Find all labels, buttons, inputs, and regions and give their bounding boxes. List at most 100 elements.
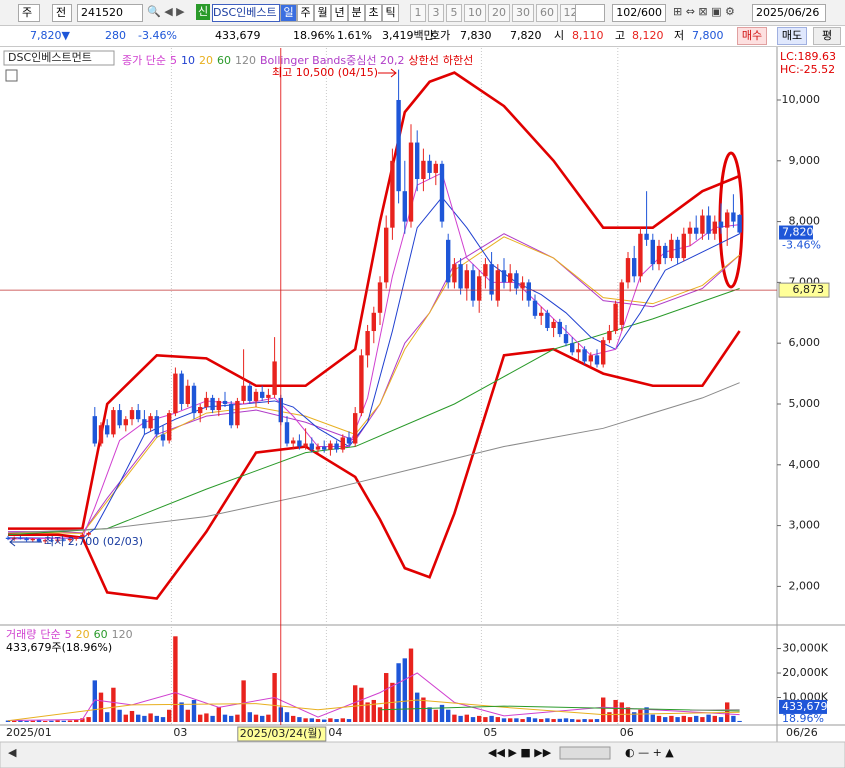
ask-label: 호가 bbox=[430, 29, 451, 42]
candle-body bbox=[353, 413, 358, 444]
search-icons[interactable]: 🔍 ◀ ▶ bbox=[147, 5, 185, 18]
volume-bar bbox=[49, 720, 54, 722]
volume-bar bbox=[284, 712, 290, 722]
candle-body bbox=[582, 349, 587, 362]
period[interactable]: 주 bbox=[297, 4, 314, 22]
candle-body bbox=[700, 215, 705, 234]
volume-bar bbox=[446, 709, 451, 722]
avg-button[interactable]: 평 bbox=[813, 27, 841, 45]
candle-body bbox=[359, 355, 364, 414]
volume-bar bbox=[439, 704, 445, 722]
candle-body bbox=[309, 443, 314, 450]
legend-item: 20 bbox=[198, 54, 213, 67]
period[interactable]: 년 bbox=[331, 4, 348, 22]
scroll-left[interactable]: ◀ bbox=[8, 746, 17, 759]
interval[interactable]: 60 bbox=[536, 4, 558, 22]
candle-body bbox=[408, 142, 414, 222]
candle-body bbox=[18, 537, 23, 539]
volume-bar bbox=[55, 720, 60, 722]
scrollbar[interactable] bbox=[0, 741, 845, 768]
slider[interactable] bbox=[559, 746, 611, 760]
turnover: 18.96% bbox=[293, 29, 335, 42]
last-price: 7,820 bbox=[782, 226, 814, 239]
volume-bar bbox=[117, 709, 122, 722]
volume-bar bbox=[309, 718, 314, 722]
volume-bar bbox=[687, 717, 693, 722]
grid-icon[interactable] bbox=[5, 69, 18, 82]
candle-body bbox=[594, 355, 600, 365]
volume-bar bbox=[576, 719, 581, 722]
y-tick-label: 9,000 bbox=[789, 154, 821, 167]
market[interactable]: 주 bbox=[18, 4, 40, 22]
volume-bar bbox=[185, 709, 190, 722]
volume-bar bbox=[247, 712, 252, 722]
legend-title: 거래량 bbox=[6, 628, 37, 641]
volume-bar bbox=[272, 673, 277, 722]
volume-bar bbox=[173, 636, 178, 722]
volume-bar bbox=[390, 682, 395, 722]
candle-body bbox=[24, 538, 29, 541]
sell-button[interactable]: 매도 bbox=[777, 27, 807, 45]
candle-body bbox=[650, 239, 655, 265]
title-box bbox=[3, 50, 115, 66]
line bbox=[8, 233, 740, 534]
interval[interactable]: 3 bbox=[428, 4, 444, 22]
volume-bar bbox=[718, 717, 724, 722]
high-label: 고 bbox=[615, 29, 626, 42]
date[interactable]: 2025/06/26 bbox=[752, 4, 826, 22]
candle-body bbox=[284, 422, 290, 444]
crosshair-date: 2025/03/24(월) bbox=[240, 727, 322, 740]
period[interactable]: 틱 bbox=[382, 4, 399, 22]
volume-bar bbox=[328, 718, 333, 722]
code[interactable]: 241520 bbox=[77, 4, 143, 22]
crosshair-price: 6,873 bbox=[793, 283, 825, 296]
candle-body bbox=[129, 410, 135, 420]
candle-body bbox=[216, 400, 221, 411]
candle-body bbox=[43, 540, 48, 542]
candle-body bbox=[384, 227, 389, 283]
volume-bar bbox=[551, 719, 556, 722]
blank-select[interactable] bbox=[575, 4, 605, 22]
interval[interactable]: 30 bbox=[512, 4, 534, 22]
x-end-label: 06/26 bbox=[786, 726, 818, 739]
zoom-buttons[interactable]: ◐ — + ▲ bbox=[625, 746, 674, 759]
lc: LC:189.63 bbox=[780, 50, 836, 63]
volume-bar bbox=[191, 699, 197, 722]
interval[interactable]: 20 bbox=[488, 4, 510, 22]
legend-item: 상한선 bbox=[408, 54, 439, 67]
buy-button[interactable]: 매수 bbox=[737, 27, 767, 45]
candle-body bbox=[421, 160, 426, 180]
volume-bar bbox=[681, 715, 686, 722]
volume-bar bbox=[644, 707, 649, 722]
volume-bar bbox=[129, 710, 135, 722]
candle-body bbox=[377, 282, 383, 313]
prev[interactable]: 전 bbox=[52, 4, 72, 22]
volume-bar bbox=[5, 720, 11, 722]
interval[interactable]: 1 bbox=[410, 4, 426, 22]
candle-body bbox=[222, 400, 228, 404]
y-tick-label: 4,000 bbox=[789, 458, 821, 471]
candle-body bbox=[731, 212, 736, 222]
volume-bar bbox=[291, 715, 296, 722]
interval[interactable]: 10 bbox=[464, 4, 486, 22]
volume-bar bbox=[92, 680, 97, 722]
candle-body bbox=[718, 221, 724, 228]
volume-bar bbox=[545, 718, 550, 722]
stock-name[interactable]: DSC인베스트 bbox=[212, 4, 280, 22]
volume-bar bbox=[508, 718, 513, 722]
period[interactable]: 월 bbox=[314, 4, 331, 22]
period[interactable]: 일 bbox=[280, 4, 297, 22]
y-tick-label: 3,000 bbox=[789, 519, 821, 532]
volume-bar bbox=[18, 720, 23, 722]
period[interactable]: 분 bbox=[348, 4, 365, 22]
tool-icons[interactable]: ⊞ ⇔ ⊠ ▣ ⚙ bbox=[673, 5, 735, 18]
y-tick-label: 10,000K bbox=[782, 691, 828, 704]
playback-buttons[interactable]: ◀◀ ▶ ■ ▶▶ bbox=[488, 746, 552, 759]
interval[interactable]: 5 bbox=[446, 4, 462, 22]
volume-bar bbox=[98, 692, 104, 722]
line bbox=[7, 382, 740, 534]
volume-bar bbox=[464, 714, 469, 722]
candle-body bbox=[706, 215, 711, 234]
period[interactable]: 초 bbox=[365, 4, 382, 22]
candle-body bbox=[80, 534, 85, 538]
